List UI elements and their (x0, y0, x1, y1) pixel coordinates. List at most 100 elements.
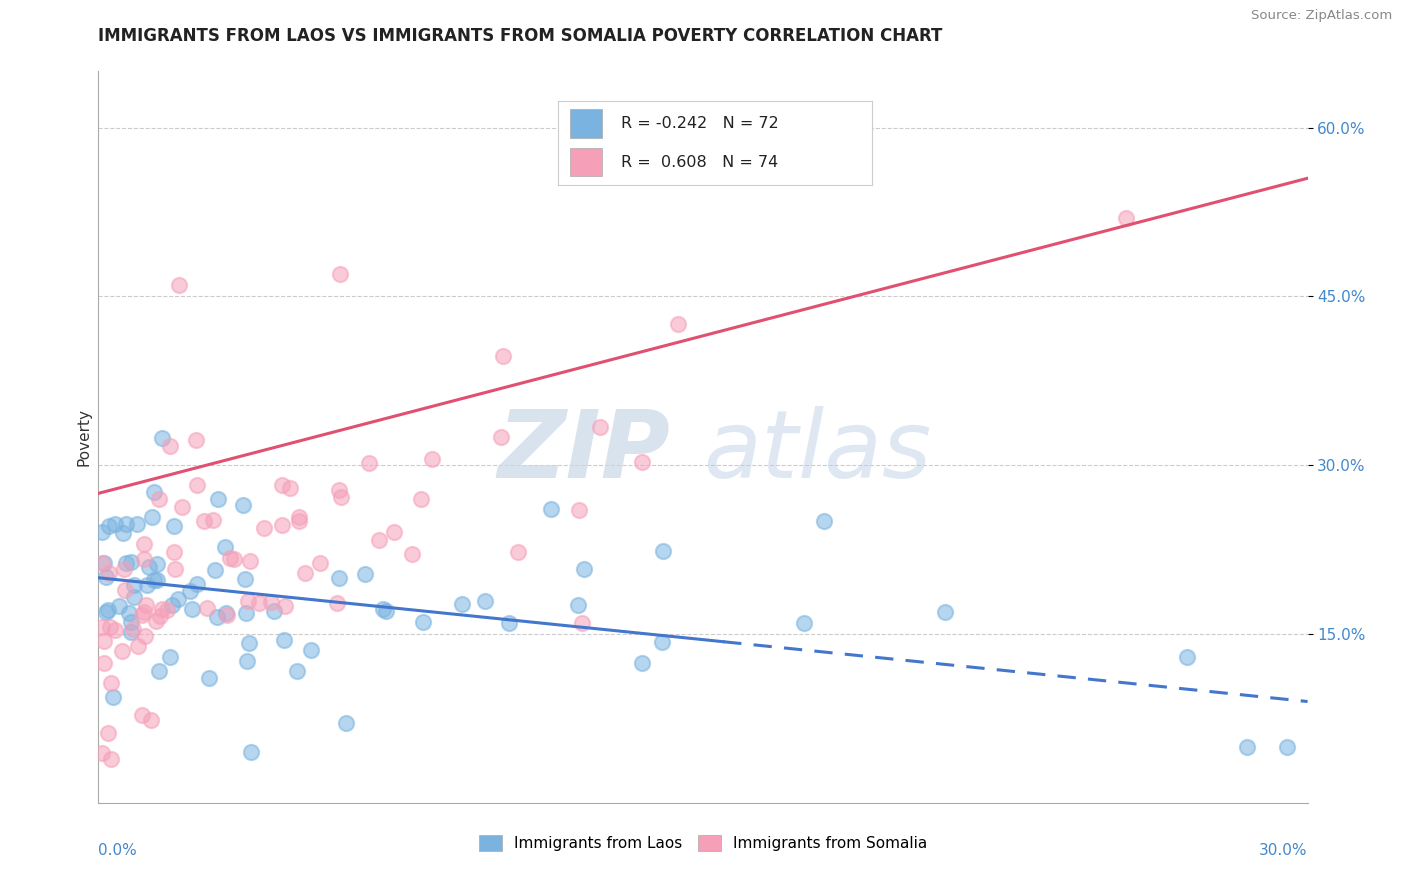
Point (100, 675, 122, 690)
Point (117, 607, 139, 621)
Legend: Immigrants from Laos, Immigrants from Somalia: Immigrants from Laos, Immigrants from So… (472, 830, 934, 857)
Point (571, 615, 593, 630)
Text: 30.0%: 30.0% (1260, 843, 1308, 858)
Point (98, 620, 121, 634)
Point (326, 596, 349, 610)
Point (186, 478, 208, 492)
Point (260, 595, 283, 609)
Point (207, 492, 229, 507)
Point (329, 267, 352, 281)
Point (146, 573, 169, 587)
Point (146, 557, 169, 571)
Point (184, 433, 207, 447)
Point (1115, 211, 1137, 225)
Point (114, 556, 136, 570)
Point (114, 517, 136, 532)
Point (382, 525, 405, 540)
Y-axis label: Poverty: Poverty (76, 408, 91, 467)
Point (125, 516, 148, 531)
Text: IMMIGRANTS FROM LAOS VS IMMIGRANTS FROM SOMALIA POVERTY CORRELATION CHART: IMMIGRANTS FROM LAOS VS IMMIGRANTS FROM … (98, 27, 943, 45)
Point (186, 577, 208, 591)
Point (328, 571, 350, 585)
Point (793, 615, 815, 630)
Point (122, 578, 145, 592)
Point (508, 544, 530, 558)
Point (121, 622, 143, 636)
Point (271, 477, 294, 491)
Text: 0.0%: 0.0% (98, 843, 138, 858)
Point (202, 513, 225, 527)
Point (1236, 739, 1258, 754)
Point (1277, 739, 1299, 754)
Point (239, 554, 262, 568)
Point (134, 537, 156, 551)
Point (148, 664, 170, 678)
Point (156, 603, 179, 617)
Point (104, 623, 127, 637)
Point (357, 456, 380, 470)
Point (308, 556, 330, 570)
Point (91, 524, 114, 539)
Point (492, 349, 515, 363)
Point (631, 455, 654, 469)
Point (288, 514, 311, 528)
Point (148, 491, 170, 506)
Point (1175, 649, 1198, 664)
Point (135, 577, 157, 591)
Point (273, 632, 295, 647)
Point (150, 431, 173, 445)
Point (367, 533, 389, 547)
Point (132, 605, 155, 619)
Point (103, 690, 125, 704)
Point (335, 715, 357, 730)
Point (166, 592, 188, 607)
Point (131, 608, 153, 623)
Point (235, 654, 257, 668)
Point (124, 590, 146, 604)
Point (235, 606, 257, 620)
Point (132, 552, 155, 566)
Point (328, 483, 350, 497)
Point (193, 514, 215, 528)
Point (135, 599, 157, 613)
Point (589, 419, 612, 434)
Point (91, 746, 114, 760)
Point (813, 515, 835, 529)
Point (204, 563, 226, 577)
Point (179, 584, 201, 599)
Point (274, 599, 297, 614)
Point (253, 521, 276, 535)
Point (540, 502, 562, 516)
Point (94, 570, 117, 584)
Point (666, 318, 689, 332)
Point (630, 656, 652, 670)
Point (97, 726, 120, 740)
Point (934, 605, 956, 619)
Point (127, 639, 149, 653)
Point (94, 605, 117, 619)
Point (91, 556, 114, 570)
Point (215, 607, 238, 622)
Point (278, 481, 301, 495)
Point (572, 562, 595, 576)
Point (120, 555, 142, 569)
Point (652, 544, 675, 558)
Point (233, 572, 256, 586)
Point (238, 636, 260, 650)
Point (98, 519, 121, 533)
Point (131, 707, 153, 722)
Point (93, 556, 115, 570)
Point (134, 629, 156, 643)
Point (114, 583, 136, 598)
Point (159, 650, 181, 665)
Text: atlas: atlas (703, 406, 931, 497)
Point (181, 601, 204, 615)
Point (145, 614, 167, 628)
Point (371, 602, 394, 616)
Point (112, 562, 135, 576)
Point (111, 526, 134, 541)
Point (143, 574, 166, 588)
Point (263, 604, 285, 618)
Point (111, 644, 134, 658)
Point (401, 547, 423, 561)
